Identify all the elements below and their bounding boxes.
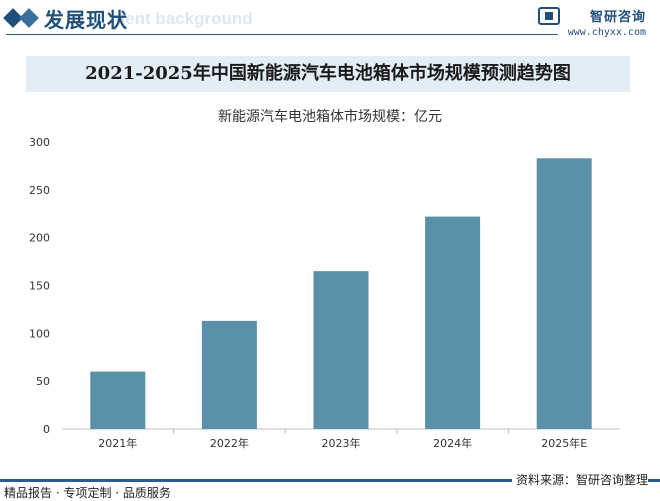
y-tick-label: 300 [29,136,50,149]
y-tick-label: 200 [29,232,50,245]
bar [425,216,481,429]
logo-url: www.chyxx.com [567,27,646,38]
section-title: 发展现状 [44,8,128,32]
bar [90,371,146,429]
x-tick-label: 2022年 [210,436,249,450]
y-tick-label: 0 [43,423,50,436]
y-tick-label: 150 [29,280,50,293]
chart-title: 2021-2025年中国新能源汽车电池箱体市场规模预测趋势图 [26,56,630,92]
footer-tagline: 精品报告 · 专项定制 · 品质服务 [4,486,171,500]
y-tick-label: 250 [29,184,50,197]
header: ment background 发展现状 智研咨询 www.chyxx.com [0,0,660,38]
header-divider [6,34,558,35]
x-tick-label: 2021年 [98,436,137,450]
bar [313,271,369,429]
brand-logo: 智研咨询 www.chyxx.com [537,6,646,38]
y-tick-label: 100 [29,327,50,340]
bar [536,158,592,429]
x-tick-label: 2024年 [433,436,472,450]
x-tick-label: 2025年E [541,436,587,450]
logo-text: 智研咨询 [589,10,646,25]
bar [201,320,257,429]
section-subtitle: ment background [110,9,253,28]
chart-unit-label: 新能源汽车电池箱体市场规模：亿元 [218,109,442,125]
footer-divider [0,479,660,482]
x-tick-label: 2023年 [322,436,361,450]
y-tick-label: 50 [36,375,50,388]
footer-source: 资料来源：智研咨询整理 [511,471,648,488]
logo-icon [537,7,560,25]
